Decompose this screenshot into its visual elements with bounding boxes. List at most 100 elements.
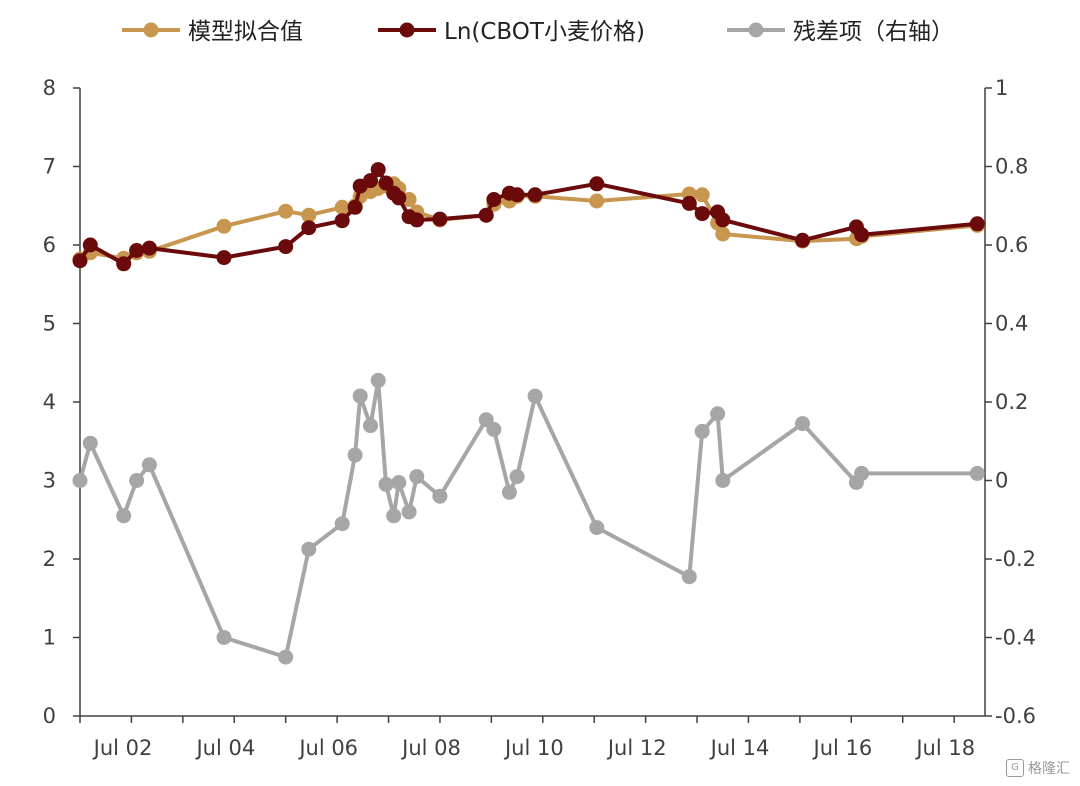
data-point <box>501 484 517 500</box>
data-point <box>334 516 350 532</box>
series-line <box>78 378 978 660</box>
data-point <box>854 227 870 243</box>
right-tick-label: 1 <box>995 76 1008 100</box>
x-tick-label: Jul 04 <box>194 736 255 760</box>
data-point <box>386 508 402 524</box>
left-tick-label: 7 <box>43 155 56 179</box>
data-point <box>82 435 98 451</box>
legend-label: 模型拟合值 <box>188 19 303 45</box>
data-point <box>116 256 132 272</box>
x-tick-label: Jul 08 <box>400 736 461 760</box>
right-tick-label: 0.8 <box>995 155 1028 179</box>
legend-swatch-marker <box>143 22 159 38</box>
x-tick-label: Jul 14 <box>709 736 770 760</box>
right-tick-label: -0.6 <box>995 704 1036 728</box>
x-tick-label: Jul 02 <box>92 736 153 760</box>
data-point <box>589 520 605 536</box>
data-point <box>401 504 417 520</box>
data-point <box>715 473 731 488</box>
right-tick-label: 0.2 <box>995 390 1028 414</box>
data-point <box>527 187 543 203</box>
legend-swatch-marker <box>399 22 415 38</box>
right-tick-label: -0.4 <box>995 626 1036 650</box>
data-point <box>694 206 710 222</box>
data-point <box>378 175 394 191</box>
watermark-text: 格隆汇 <box>1028 761 1070 777</box>
data-point <box>301 541 317 557</box>
data-point <box>795 232 810 248</box>
series-layer <box>72 162 985 665</box>
data-point <box>391 190 407 206</box>
data-point <box>370 372 386 388</box>
data-point <box>969 465 985 481</box>
data-point <box>352 388 368 404</box>
left-tick-label: 4 <box>43 390 56 414</box>
data-point <box>129 243 145 258</box>
data-point <box>141 240 157 256</box>
data-point <box>486 192 502 207</box>
legend-label: Ln(CBOT小麦价格) <box>444 19 645 45</box>
data-point <box>334 199 350 215</box>
data-point <box>509 469 525 485</box>
x-tick-label: Jul 10 <box>503 736 564 760</box>
data-point <box>432 211 448 227</box>
series-line <box>78 167 978 266</box>
data-point <box>432 488 448 504</box>
data-point <box>370 162 386 178</box>
data-point <box>854 465 870 481</box>
data-point <box>301 220 317 236</box>
data-point <box>301 207 317 223</box>
data-point <box>694 187 710 203</box>
data-point <box>278 239 294 255</box>
data-point <box>681 195 697 211</box>
data-point <box>715 212 731 228</box>
left-tick-label: 2 <box>43 547 56 571</box>
right-tick-label: 0 <box>995 469 1008 493</box>
legend: 模型拟合值 Ln(CBOT小麦价格) 残差项（右轴） <box>122 19 954 45</box>
data-point <box>715 226 731 242</box>
data-point <box>278 649 294 665</box>
data-point <box>694 423 710 439</box>
data-point <box>129 473 145 488</box>
data-point <box>378 476 394 492</box>
data-point <box>509 187 525 203</box>
axes: 0 1 2 3 4 5 6 7 8 -0.6 -0.4 -0.2 0 0.2 0.4 0.6 0.8 1 Jul 0… <box>43 76 1036 760</box>
data-point <box>710 406 726 422</box>
data-point <box>363 418 378 434</box>
right-tick-label: 0.4 <box>995 312 1028 336</box>
data-point <box>409 469 425 485</box>
data-point <box>72 473 88 488</box>
right-tick-label: 0.6 <box>995 233 1028 257</box>
data-point <box>589 193 605 209</box>
left-tick-label: 1 <box>43 626 56 650</box>
data-point <box>72 253 88 269</box>
left-tick-label: 8 <box>43 76 56 100</box>
data-point <box>278 203 294 219</box>
data-point <box>116 508 132 524</box>
data-point <box>681 569 697 585</box>
left-tick-label: 0 <box>43 704 56 728</box>
data-point <box>486 422 502 437</box>
data-point <box>527 388 543 404</box>
left-tick-label: 3 <box>43 469 56 493</box>
x-tick-label: Jul 12 <box>606 736 667 760</box>
x-tick-label: Jul 16 <box>812 736 873 760</box>
watermark: G 格隆汇 <box>1006 758 1070 778</box>
data-point <box>589 176 605 192</box>
data-point <box>216 218 232 234</box>
data-point <box>334 213 350 229</box>
x-tick-label: Jul 18 <box>914 736 975 760</box>
data-point <box>82 237 98 253</box>
left-tick-label: 5 <box>43 312 56 336</box>
x-tick-label: Jul 06 <box>297 736 358 760</box>
data-point <box>391 475 407 490</box>
left-tick-label: 6 <box>43 233 56 257</box>
data-point <box>216 250 232 266</box>
data-point <box>347 447 363 463</box>
data-point <box>795 416 810 432</box>
legend-label: 残差项（右轴） <box>793 19 954 45</box>
data-point <box>363 173 378 189</box>
data-point <box>216 630 232 645</box>
data-point <box>969 216 985 232</box>
